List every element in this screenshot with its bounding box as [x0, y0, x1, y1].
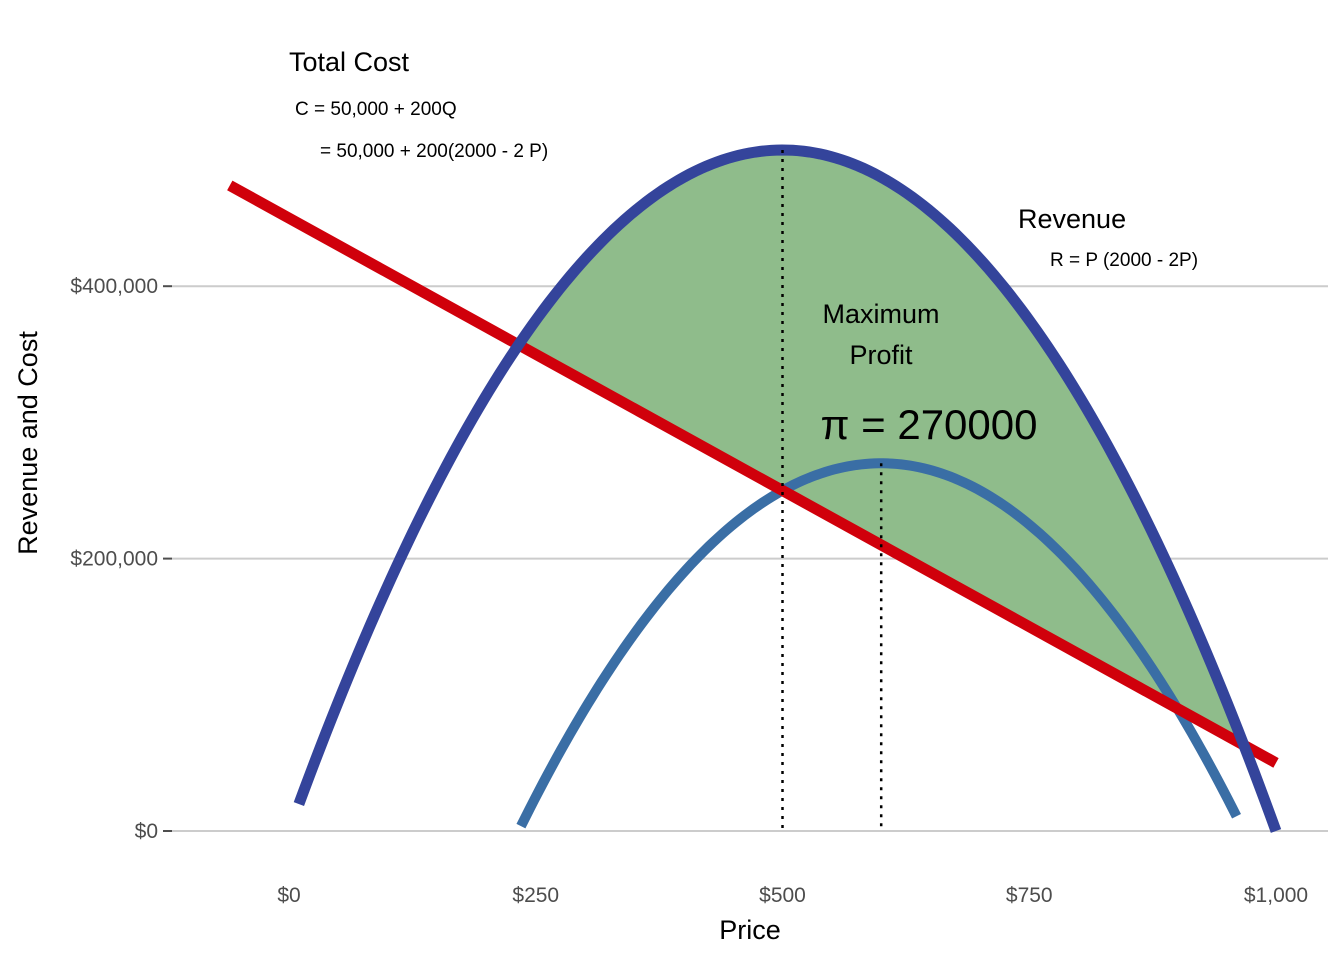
- profit-curve: [516, 458, 1241, 829]
- total-cost-equation: C = 50,000 + 200Q: [295, 99, 457, 120]
- total-cost-equation-expanded: = 50,000 + 200(2000 - 2 P): [320, 141, 548, 162]
- revenue-label: Revenue: [1018, 204, 1126, 234]
- axis-ticks: $0 $200,000 $400,000 $0 $250 $500 $750 $1,000: [70, 275, 1308, 907]
- revenue-equation: R = P (2000 - 2P): [1050, 250, 1198, 271]
- total-cost-line: [227, 180, 1279, 768]
- x-tick-label: $250: [512, 884, 559, 907]
- x-tick-label: $1,000: [1244, 884, 1308, 907]
- x-tick-label: $750: [1006, 884, 1053, 907]
- x-tick-label: $500: [759, 884, 806, 907]
- max-profit-label-line1: Maximum: [822, 299, 939, 329]
- revenue-curve: [293, 144, 1282, 833]
- y-tick-label: $400,000: [70, 275, 158, 298]
- max-profit-label-line2: Profit: [849, 340, 913, 370]
- y-tick-label: $200,000: [70, 548, 158, 571]
- series-lines: [227, 144, 1282, 833]
- total-cost-label: Total Cost: [289, 47, 410, 77]
- profit-area: [522, 150, 1241, 744]
- reference-lines: [781, 150, 883, 831]
- x-axis-title: Price: [719, 915, 781, 945]
- y-tick-label: $0: [135, 820, 158, 843]
- x-tick-label: $0: [277, 884, 300, 907]
- profit-area-layer: [522, 150, 1241, 744]
- profit-value-label: π = 270000: [821, 401, 1038, 448]
- y-axis-title: Revenue and Cost: [13, 331, 43, 555]
